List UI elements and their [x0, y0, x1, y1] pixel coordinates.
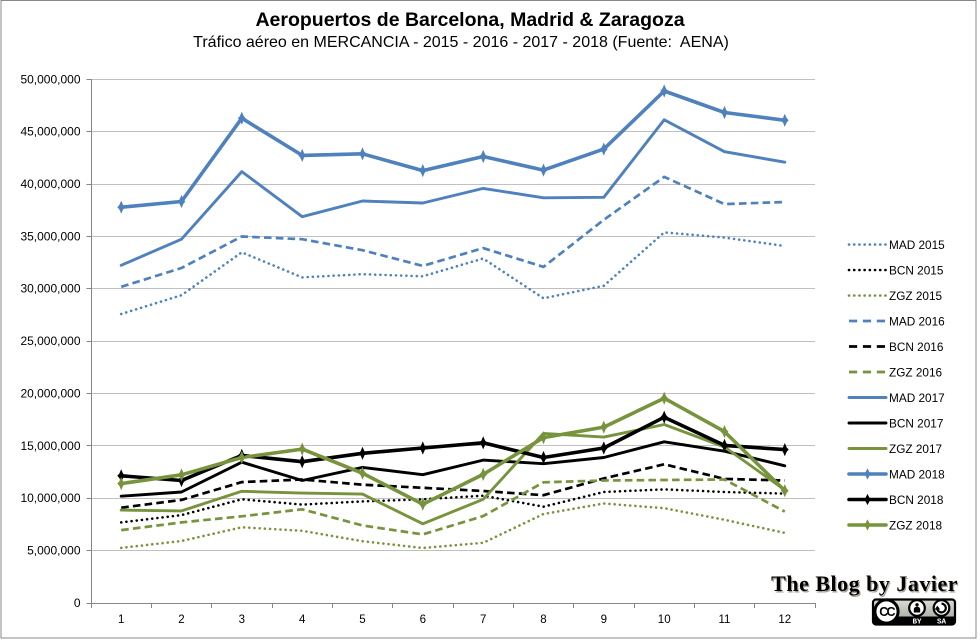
- svg-text:CC: CC: [879, 605, 895, 619]
- svg-text:The Blog by Javier: The Blog by Javier: [771, 571, 958, 596]
- svg-text:45,000,000: 45,000,000: [20, 125, 80, 139]
- svg-text:6: 6: [420, 614, 426, 626]
- svg-text:4: 4: [299, 614, 306, 626]
- svg-text:BY: BY: [912, 619, 922, 627]
- svg-text:15,000,000: 15,000,000: [20, 439, 80, 453]
- svg-text:30,000,000: 30,000,000: [20, 282, 80, 296]
- svg-text:MAD 2017: MAD 2017: [889, 391, 945, 405]
- svg-text:20,000,000: 20,000,000: [20, 386, 80, 400]
- svg-text:ZGZ 2017: ZGZ 2017: [889, 442, 942, 456]
- svg-text:10: 10: [658, 614, 671, 626]
- svg-text:BCN 2015: BCN 2015: [889, 263, 944, 277]
- svg-text:5: 5: [359, 614, 365, 626]
- svg-text:40,000,000: 40,000,000: [20, 177, 80, 191]
- svg-text:5,000,000: 5,000,000: [27, 543, 81, 557]
- svg-text:10,000,000: 10,000,000: [20, 491, 80, 505]
- svg-text:35,000,000: 35,000,000: [20, 229, 80, 243]
- svg-text:BCN 2018: BCN 2018: [889, 493, 944, 507]
- svg-text:9: 9: [601, 614, 607, 626]
- svg-text:Tráfico aéreo en MERCANCIA - 2: Tráfico aéreo en MERCANCIA - 2015 - 2016…: [193, 34, 729, 51]
- svg-text:ZGZ 2018: ZGZ 2018: [889, 518, 943, 532]
- svg-text:2: 2: [178, 614, 184, 626]
- svg-text:50,000,000: 50,000,000: [20, 72, 80, 86]
- svg-text:12: 12: [778, 614, 791, 626]
- svg-text:1: 1: [118, 614, 124, 626]
- svg-text:25,000,000: 25,000,000: [20, 334, 80, 348]
- svg-text:BCN 2017: BCN 2017: [889, 416, 943, 430]
- svg-text:3: 3: [239, 614, 245, 626]
- svg-text:MAD 2016: MAD 2016: [889, 314, 945, 328]
- svg-text:MAD 2015: MAD 2015: [889, 238, 945, 252]
- svg-text:Aeropuertos de Barcelona, Madr: Aeropuertos de Barcelona, Madrid & Zarag…: [255, 9, 684, 31]
- svg-text:MAD 2018: MAD 2018: [889, 467, 945, 481]
- svg-text:7: 7: [480, 614, 486, 626]
- svg-text:0: 0: [74, 596, 81, 610]
- svg-text:8: 8: [540, 614, 546, 626]
- svg-text:11: 11: [719, 614, 731, 626]
- svg-text:BCN 2016: BCN 2016: [889, 340, 944, 354]
- svg-text:ZGZ 2015: ZGZ 2015: [889, 289, 943, 303]
- svg-text:ZGZ 2016: ZGZ 2016: [889, 365, 943, 379]
- svg-text:SA: SA: [937, 619, 947, 627]
